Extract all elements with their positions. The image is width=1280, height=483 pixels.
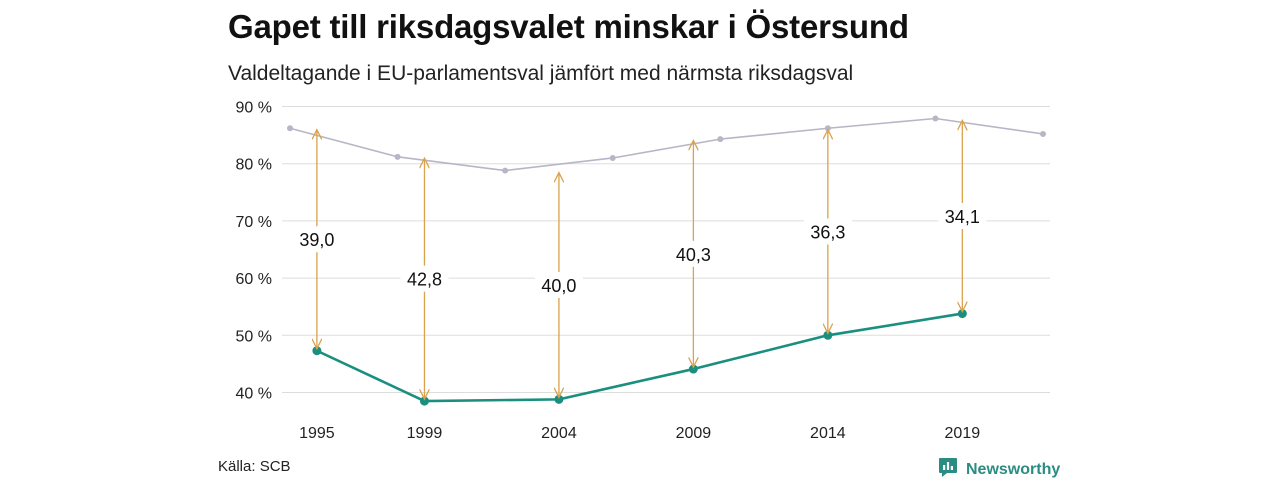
- series-line-eu: [316, 312, 963, 403]
- gap-label: 40,3: [676, 245, 711, 265]
- y-tick-label: 80 %: [236, 157, 272, 174]
- gap-label-bg: [669, 240, 718, 267]
- x-tick-label: 1995: [299, 425, 335, 442]
- data-point-riksdag: [932, 115, 939, 122]
- gap-label-bg: [292, 226, 341, 253]
- y-tick-label: 40 %: [236, 386, 272, 403]
- x-tick-label: 2019: [945, 425, 981, 442]
- newsworthy-icon: [937, 456, 959, 483]
- gap-label: 39,0: [299, 230, 334, 250]
- data-point-riksdag: [717, 136, 724, 143]
- x-tick-label: 1999: [407, 425, 443, 442]
- brand-logo: Newsworthy: [937, 456, 1060, 483]
- x-tick-label: 2004: [541, 425, 577, 442]
- y-tick-label: 90 %: [236, 100, 272, 117]
- chart-subtitle: Valdeltagande i EU-parlamentsval jämfört…: [228, 62, 854, 85]
- data-point-riksdag: [287, 125, 293, 132]
- brand-name: Newsworthy: [966, 460, 1061, 478]
- y-tick-label: 60 %: [236, 271, 272, 288]
- series-riksdag: [287, 115, 1046, 174]
- gap-label-bg: [803, 218, 852, 245]
- gap-label-bg: [938, 203, 987, 230]
- data-point-riksdag: [609, 154, 616, 161]
- y-tick-label: 50 %: [236, 328, 272, 345]
- gridlines: [282, 106, 1050, 393]
- x-tick-label: 2014: [810, 425, 846, 442]
- gap-label: 40,0: [541, 276, 576, 296]
- x-tick-label: 2009: [676, 425, 712, 442]
- y-tick-label: 70 %: [236, 214, 272, 231]
- gap-label: 34,1: [945, 207, 980, 227]
- gap-label-bg: [534, 271, 583, 298]
- gap-arrows: 39,0 42,8 40,0 40,3 36,3 34,1: [292, 121, 987, 400]
- chart-title: Gapet till riksdagsvalet minskar i Öster…: [228, 8, 909, 45]
- x-axis: 1995 1999 2004 2009 2014 2019: [299, 425, 980, 442]
- data-point-riksdag: [502, 167, 509, 174]
- gap-label: 36,3: [810, 222, 845, 242]
- series-eu: [312, 309, 967, 406]
- series-line-riksdag: [289, 117, 1044, 172]
- gap-label-bg: [400, 265, 449, 292]
- source-note: Källa: SCB: [218, 458, 291, 475]
- gap-label: 42,8: [407, 270, 442, 290]
- data-point-riksdag: [394, 153, 401, 160]
- y-axis: 40 % 50 % 60 % 70 % 80 % 90 %: [236, 100, 272, 403]
- data-point-riksdag: [1040, 130, 1046, 137]
